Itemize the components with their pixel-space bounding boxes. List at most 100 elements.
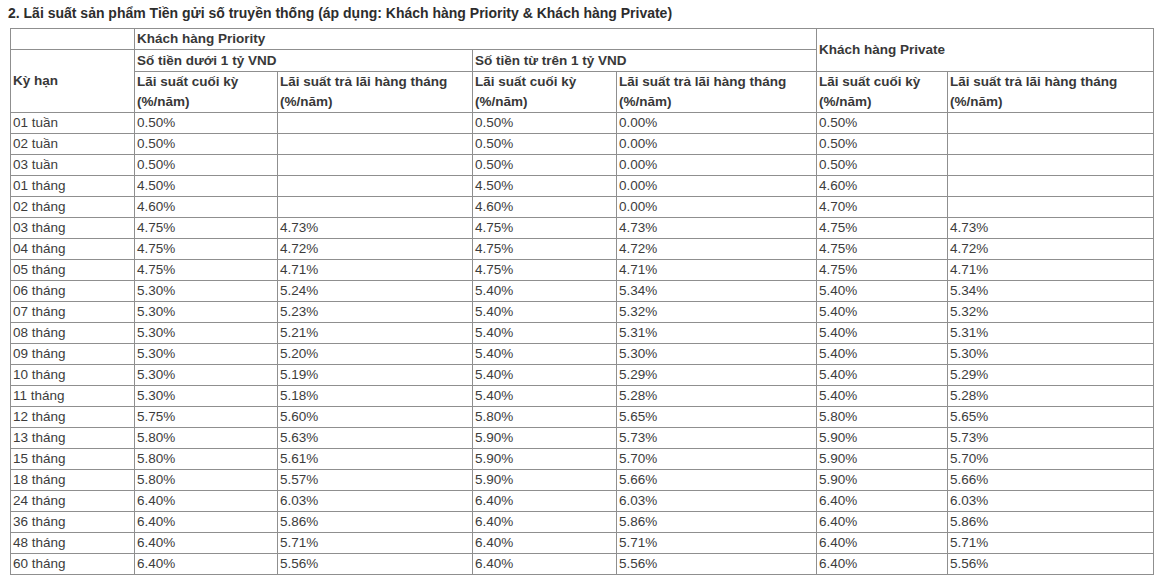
rate-cell: 5.80% [135,428,278,449]
rate-cell: 5.86% [278,512,473,533]
rate-cell: 6.03% [617,491,817,512]
rate-cell: 5.90% [473,470,617,491]
rate-cell: 4.72% [617,239,817,260]
rate-cell: 5.75% [135,407,278,428]
rate-cell: 5.40% [473,281,617,302]
rate-cell: 5.70% [617,449,817,470]
rate-cell: 4.75% [473,218,617,239]
header-amount-under-1b: Số tiền dưới 1 tỷ VND [135,50,473,72]
term-cell: 06 tháng [11,281,135,302]
rate-cell: 4.75% [473,239,617,260]
table-row: 03 tháng 4.75% 4.73% 4.75% 4.73% 4.75% 4… [11,218,1154,239]
rate-cell [278,134,473,155]
table-row: 05 tháng 4.75% 4.71% 4.75% 4.71% 4.75% 4… [11,260,1154,281]
table-row: 09 tháng 5.30% 5.20% 5.40% 5.30% 5.40% 5… [11,344,1154,365]
rate-cell: 0.50% [135,134,278,155]
header-empty-cell [11,29,135,50]
rate-cell: 5.30% [135,302,278,323]
rate-cell: 5.80% [817,407,948,428]
rate-cell: 5.30% [617,344,817,365]
rate-cell: 5.40% [817,365,948,386]
rate-cell: 5.23% [278,302,473,323]
header-private-end-of-term: Lãi suất cuối kỳ (%/năm) [817,72,948,113]
rate-cell [278,113,473,134]
rate-cell: 5.30% [135,323,278,344]
rate-cell: 5.19% [278,365,473,386]
rate-cell: 6.40% [473,512,617,533]
rate-cell: 5.30% [135,386,278,407]
rate-cell: 0.50% [473,134,617,155]
term-cell: 09 tháng [11,344,135,365]
term-cell: 04 tháng [11,239,135,260]
table-row: 02 tháng 4.60% 4.60% 0.00% 4.70% [11,197,1154,218]
rate-cell: 5.90% [817,470,948,491]
rate-cell: 5.34% [948,281,1154,302]
rate-cell: 4.71% [948,260,1154,281]
rate-cell: 5.20% [278,344,473,365]
rate-cell: 0.50% [817,155,948,176]
rate-cell: 5.57% [278,470,473,491]
rate-cell: 6.40% [135,491,278,512]
rate-cell: 5.60% [278,407,473,428]
rate-cell: 4.75% [817,260,948,281]
term-cell: 01 tháng [11,176,135,197]
rate-cell: 5.73% [948,428,1154,449]
rate-table-body: 01 tuần 0.50% 0.50% 0.00% 0.50% 02 tuần … [11,113,1154,575]
rate-cell: 0.50% [817,113,948,134]
term-cell: 12 tháng [11,407,135,428]
rate-cell: 5.86% [948,512,1154,533]
term-cell: 08 tháng [11,323,135,344]
rate-cell: 5.32% [617,302,817,323]
rate-cell: 4.75% [135,239,278,260]
table-row: 04 tháng 4.75% 4.72% 4.75% 4.72% 4.75% 4… [11,239,1154,260]
rate-cell: 5.31% [948,323,1154,344]
table-row: 24 tháng 6.40% 6.03% 6.40% 6.03% 6.40% 6… [11,491,1154,512]
rate-cell: 0.00% [617,134,817,155]
term-cell: 18 tháng [11,470,135,491]
rate-cell: 4.71% [278,260,473,281]
header-under-1b-monthly: Lãi suất trả lãi hàng tháng (%/năm) [278,72,473,113]
rate-cell: 4.60% [135,197,278,218]
rate-cell: 6.03% [278,491,473,512]
rate-cell: 5.30% [135,365,278,386]
rate-cell: 5.90% [473,449,617,470]
rate-cell [948,176,1154,197]
rate-cell: 5.73% [617,428,817,449]
header-group-private: Khách hàng Private [817,29,1154,72]
rate-cell [948,134,1154,155]
table-row: 06 tháng 5.30% 5.24% 5.40% 5.34% 5.40% 5… [11,281,1154,302]
term-cell: 03 tuần [11,155,135,176]
rate-cell: 5.30% [948,344,1154,365]
rate-cell [948,155,1154,176]
table-row: 11 tháng 5.30% 5.18% 5.40% 5.28% 5.40% 5… [11,386,1154,407]
term-cell: 02 tuần [11,134,135,155]
rate-cell: 5.65% [948,407,1154,428]
rate-cell: 6.40% [473,554,617,575]
term-cell: 15 tháng [11,449,135,470]
header-amount-over-1b: Số tiền từ trên 1 tỷ VND [473,50,817,72]
rate-cell: 5.28% [948,386,1154,407]
rate-cell: 5.40% [473,302,617,323]
rate-cell: 5.80% [135,449,278,470]
rate-cell: 4.60% [817,176,948,197]
rate-cell [948,197,1154,218]
rate-cell: 5.61% [278,449,473,470]
rate-cell: 5.90% [817,449,948,470]
rate-cell: 0.50% [473,113,617,134]
table-row: 08 tháng 5.30% 5.21% 5.40% 5.31% 5.40% 5… [11,323,1154,344]
rate-cell: 5.40% [473,323,617,344]
rate-cell: 4.72% [948,239,1154,260]
rate-cell: 5.66% [617,470,817,491]
rate-cell: 4.75% [135,218,278,239]
rate-cell [278,197,473,218]
term-cell: 11 tháng [11,386,135,407]
rate-cell: 5.29% [617,365,817,386]
rate-cell: 6.40% [817,512,948,533]
rate-cell: 4.60% [473,197,617,218]
header-private-monthly: Lãi suất trả lãi hàng tháng (%/năm) [948,72,1154,113]
table-row: 02 tuần 0.50% 0.50% 0.00% 0.50% [11,134,1154,155]
rate-cell: 6.40% [135,533,278,554]
rate-cell: 0.00% [617,113,817,134]
rate-cell: 5.65% [617,407,817,428]
rate-cell: 6.40% [135,512,278,533]
